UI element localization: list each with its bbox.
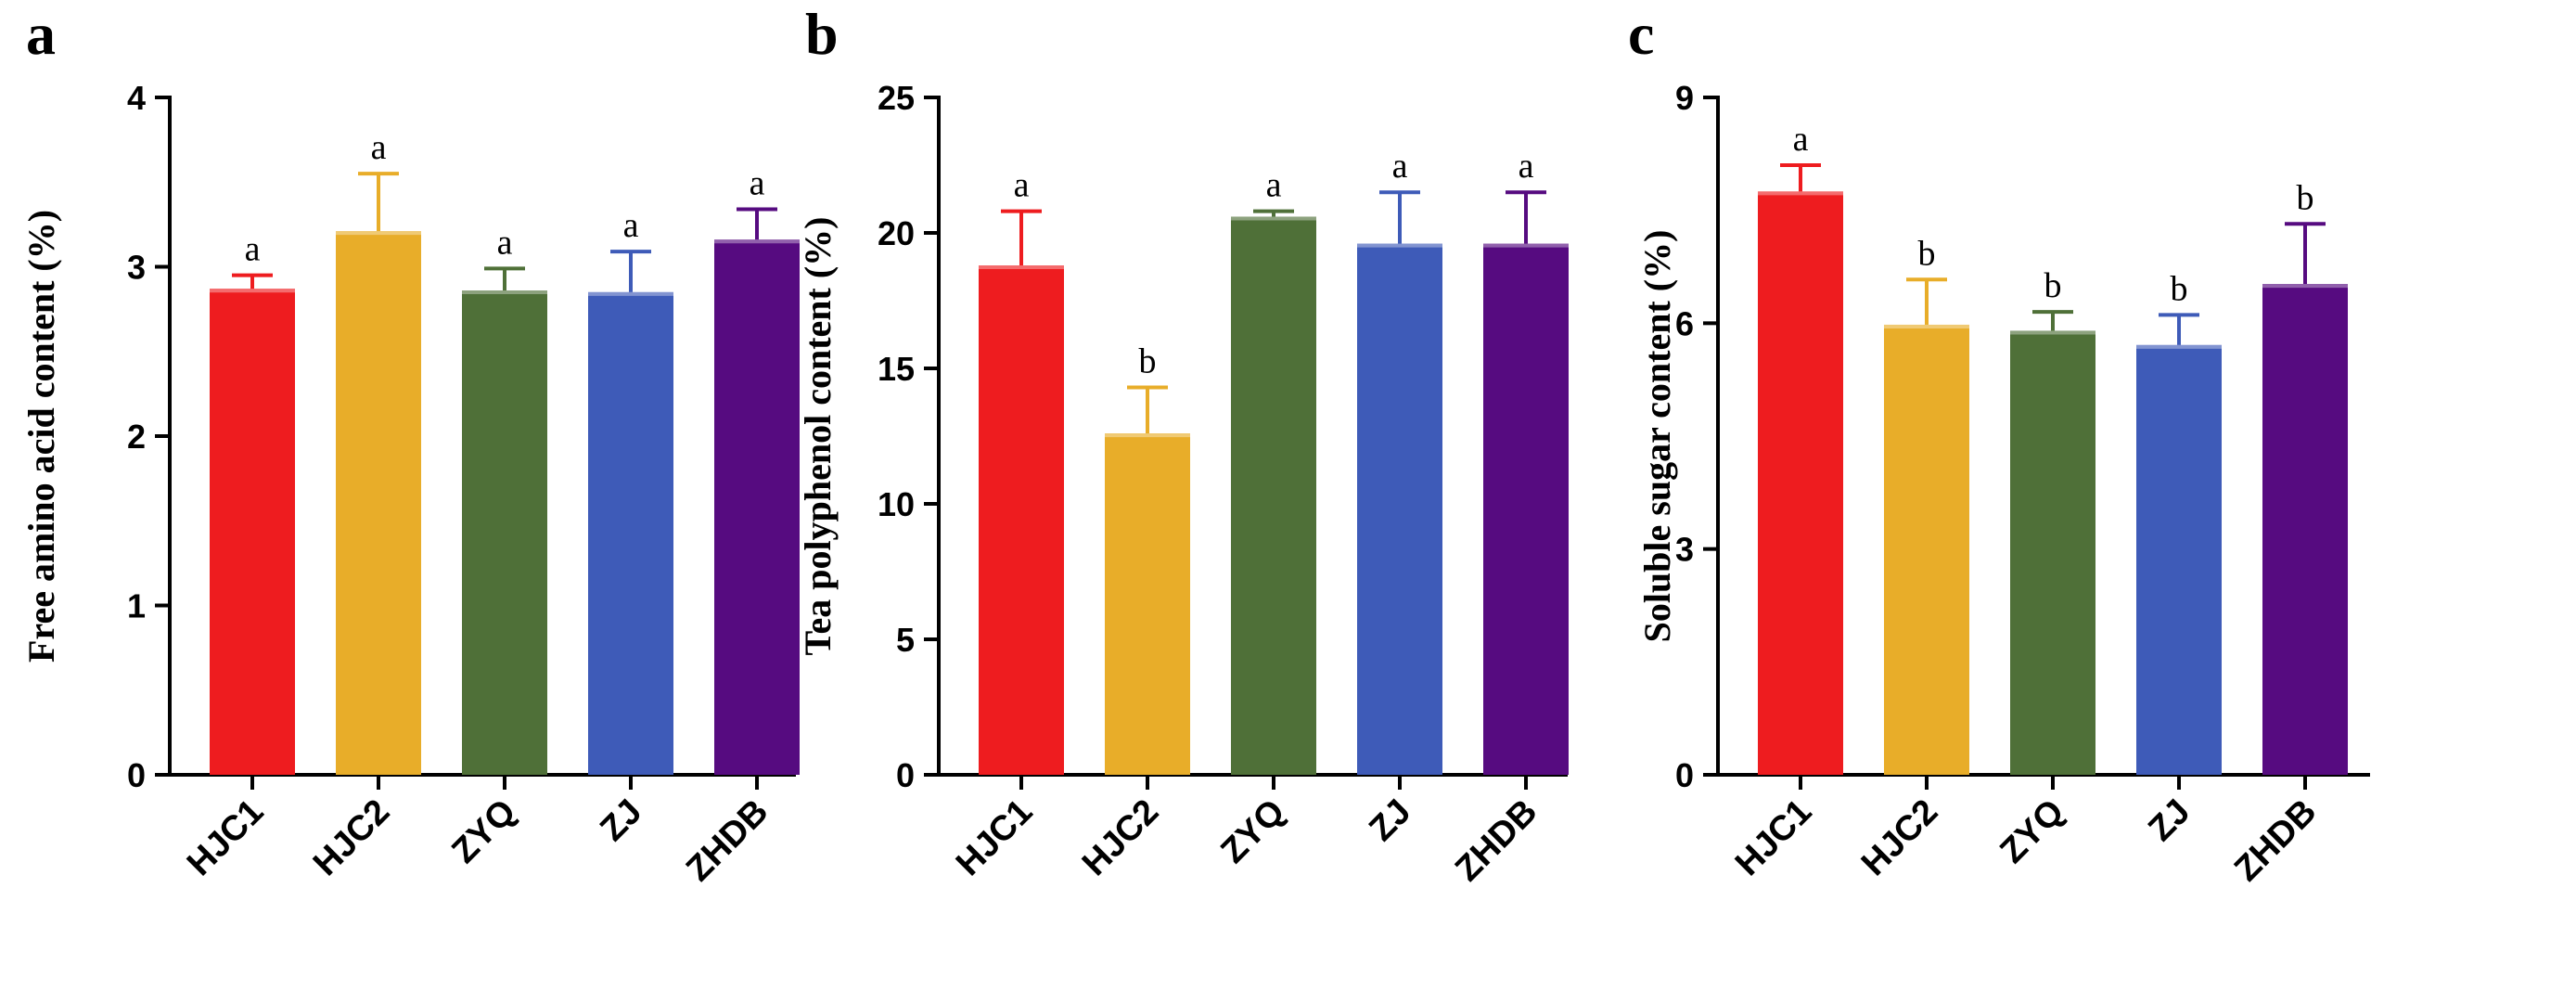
bar	[1884, 324, 1969, 775]
significance-letter: a	[1014, 166, 1030, 205]
significance-letter: a	[245, 230, 261, 269]
y-tick-label: 5	[896, 621, 915, 659]
y-tick-label: 4	[127, 79, 146, 117]
significance-letter: b	[1139, 341, 1157, 380]
bar	[336, 231, 421, 776]
y-tick-label: 0	[896, 756, 915, 794]
bar	[714, 239, 800, 775]
y-tick-label: 20	[878, 214, 915, 252]
significance-letter: a	[1519, 147, 1534, 186]
significance-letter: a	[497, 223, 513, 262]
x-tick-label: HJC1	[949, 792, 1040, 883]
x-tick-label: ZYQ	[444, 792, 523, 871]
significance-letter: a	[623, 206, 639, 245]
panel-letter: b	[805, 1, 839, 67]
y-tick-label: 0	[1675, 756, 1694, 794]
x-tick-label: HJC2	[1854, 792, 1945, 883]
panel-b: b Tea polyphenol content (%) 0 5 10 15 20 25 a HJ…	[797, 1, 1569, 889]
bar	[588, 291, 673, 775]
x-tick-label: ZJ	[2141, 792, 2198, 849]
significance-letter: a	[1266, 166, 1282, 205]
bar	[1483, 243, 1569, 775]
y-tick-label: 10	[878, 485, 915, 523]
x-tick-label: HJC1	[1728, 792, 1819, 883]
x-tick-label: ZYQ	[1993, 792, 2071, 871]
y-tick-label: 15	[878, 350, 915, 388]
y-tick-label: 1	[127, 587, 146, 625]
y-tick-label: 3	[1675, 531, 1694, 569]
panel-letter: a	[26, 1, 56, 67]
significance-letter: b	[1918, 234, 1936, 273]
x-tick-label: ZJ	[1362, 792, 1418, 849]
y-tick-label: 6	[1675, 304, 1694, 342]
y-tick-label: 0	[127, 756, 146, 794]
panel-a: a Free amino acid content (%) 0 1 2 3 4 a HJC1 a H…	[20, 1, 800, 889]
x-tick-label: HJC1	[180, 792, 271, 883]
bar	[2136, 344, 2222, 775]
significance-letter: a	[1793, 120, 1809, 159]
y-axis-label: Free amino acid content (%)	[20, 210, 62, 663]
bar	[1758, 191, 1843, 775]
x-tick-label: HJC2	[306, 792, 397, 883]
bar	[1105, 433, 1190, 775]
bar	[210, 289, 295, 776]
y-tick-label: 25	[878, 79, 915, 117]
x-tick-label: ZHDB	[2227, 792, 2324, 889]
bar	[2262, 284, 2348, 776]
x-tick-label: HJC2	[1075, 792, 1166, 883]
x-tick-label: ZHDB	[1448, 792, 1544, 889]
panel-c: c Soluble sugar content (%) 0 3 6 9 a HJC1 b HJC2…	[1628, 1, 2370, 889]
bar	[2010, 330, 2095, 775]
significance-letter: a	[750, 163, 765, 202]
y-tick-label: 2	[127, 418, 146, 456]
y-axis-label: Soluble sugar content (%)	[1636, 230, 1678, 643]
significance-letter: a	[371, 128, 387, 167]
significance-letter: b	[2044, 266, 2062, 305]
x-tick-label: ZHDB	[679, 792, 775, 889]
significance-letter: b	[2171, 269, 2188, 308]
x-tick-label: ZJ	[593, 792, 649, 849]
significance-letter: a	[1392, 147, 1408, 186]
bar	[979, 265, 1064, 775]
x-tick-label: ZYQ	[1213, 792, 1292, 871]
bar	[462, 290, 547, 775]
panel-letter: c	[1628, 1, 1654, 67]
y-tick-label: 3	[127, 249, 146, 287]
significance-letter: b	[2297, 178, 2314, 217]
bar	[1357, 243, 1442, 775]
y-axis-label: Tea polyphenol content (%)	[797, 216, 839, 655]
y-tick-label: 9	[1675, 79, 1694, 117]
bar	[1231, 216, 1316, 776]
